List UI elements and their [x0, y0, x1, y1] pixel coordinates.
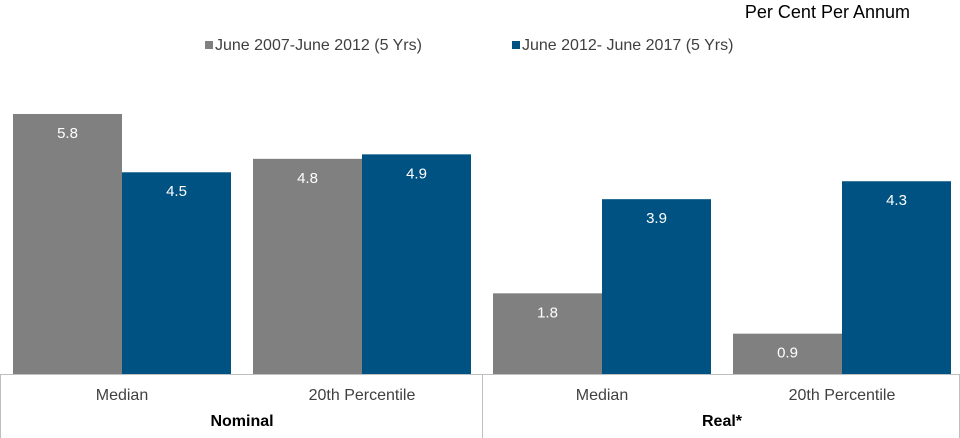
bar: [362, 154, 471, 374]
data-label: 4.5: [166, 183, 187, 200]
group-label: Real*: [702, 413, 743, 430]
bar: [733, 333, 842, 374]
data-label: 4.9: [406, 165, 427, 182]
x-tick-label: Median: [96, 387, 148, 404]
legend-swatch: [205, 41, 213, 49]
chart-subtitle: Per Cent Per Annum: [745, 2, 910, 22]
bar: [122, 172, 231, 374]
data-label: 5.8: [57, 125, 78, 142]
legend-swatch: [512, 41, 520, 49]
legend-label: June 2012- June 2017 (5 Yrs): [522, 37, 733, 54]
data-label: 1.8: [537, 304, 558, 321]
data-label: 3.9: [646, 210, 667, 227]
group-label: Nominal: [210, 413, 273, 430]
bar: [602, 199, 711, 374]
data-label: 4.3: [886, 192, 907, 209]
legend-label: June 2007-June 2012 (5 Yrs): [215, 37, 422, 54]
data-label: 4.8: [297, 170, 318, 187]
x-tick-label: Median: [576, 387, 628, 404]
bar: [253, 158, 362, 374]
bar: [842, 181, 951, 374]
bar: [493, 293, 602, 374]
x-tick-label: 20th Percentile: [309, 387, 416, 404]
bar: [13, 114, 122, 374]
data-label: 0.9: [777, 345, 798, 362]
x-tick-label: 20th Percentile: [789, 387, 896, 404]
